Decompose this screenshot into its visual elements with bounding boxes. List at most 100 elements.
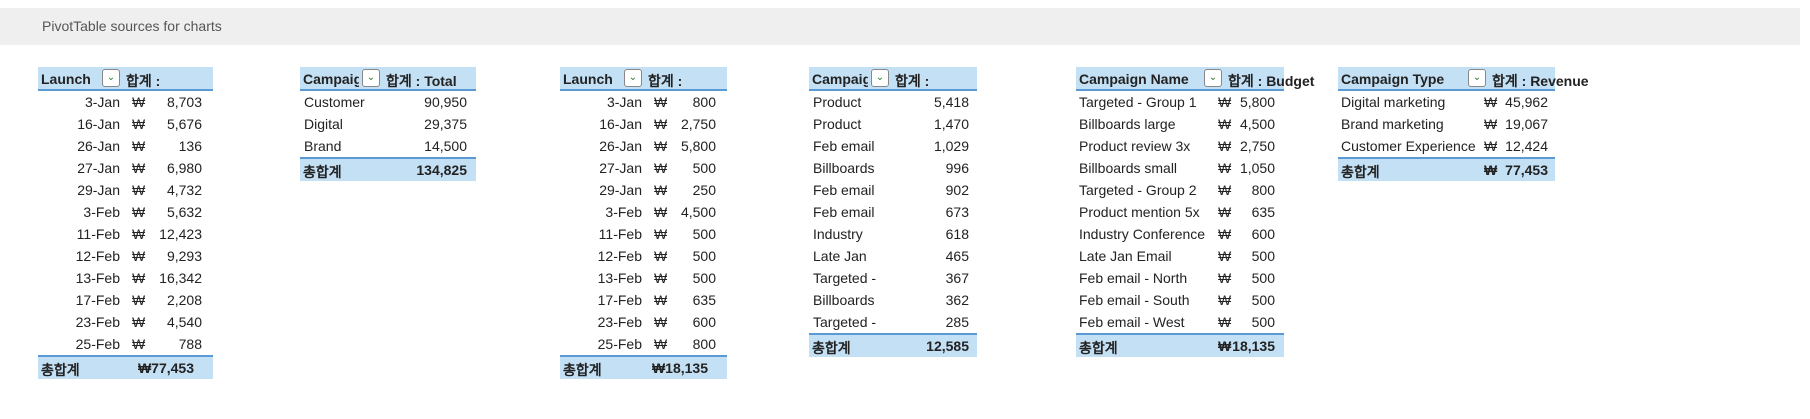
pivot-row[interactable]: Product review 3x ₩2,750 (1076, 135, 1284, 157)
pivot-row[interactable]: Product 1,470 (809, 113, 977, 135)
value-field-header: 합계 : (126, 73, 161, 89)
pivot-row[interactable]: 12-Feb ₩500 (560, 245, 727, 267)
grand-total-row[interactable]: 총합계 12,585 (809, 333, 977, 357)
pivot-row[interactable]: 25-Feb ₩800 (560, 333, 727, 355)
pivot-row[interactable]: 17-Feb ₩2,208 (38, 289, 213, 311)
row-label: 11-Feb (76, 226, 120, 242)
row-label: Product review 3x (1079, 138, 1191, 154)
pivot-row[interactable]: 26-Jan ₩5,800 (560, 135, 727, 157)
pivot-row[interactable]: Targeted - 367 (809, 267, 977, 289)
pivot-row[interactable]: Product 5,418 (809, 91, 977, 113)
row-label: Targeted - Group 2 (1079, 182, 1197, 198)
pivot-row[interactable]: 3-Feb ₩4,500 (560, 201, 727, 223)
pivot-row[interactable]: 23-Feb ₩4,540 (38, 311, 213, 333)
pivot-row[interactable]: Targeted - 285 (809, 311, 977, 333)
pivot-row[interactable]: 11-Feb ₩12,423 (38, 223, 213, 245)
row-value: 600 (1251, 226, 1275, 242)
grand-total-row[interactable]: 총합계 ₩18,135 (560, 355, 727, 379)
row-label: Targeted - (813, 270, 877, 286)
pivot-row[interactable]: 3-Jan ₩800 (560, 91, 727, 113)
row-value: 8,703 (166, 94, 202, 110)
pivot-row[interactable]: Industry 618 (809, 223, 977, 245)
currency-symbol: ₩ (1218, 226, 1232, 242)
pivot-row[interactable]: Billboards large ₩4,500 (1076, 113, 1284, 135)
value-field-header: 합계 : Budget (1228, 73, 1315, 89)
row-value: 500 (1251, 270, 1275, 286)
grand-total-row[interactable]: 총합계 134,825 (300, 157, 476, 181)
filter-dropdown-icon[interactable]: ⌄ (624, 69, 642, 87)
pivot-row[interactable]: Targeted - Group 2 ₩800 (1076, 179, 1284, 201)
pivot-header-row: Campaign Name ⌄ 합계 : Budget (1076, 67, 1314, 91)
row-value: 996 (945, 160, 969, 176)
pivot-row[interactable]: Product mention 5x ₩635 (1076, 201, 1284, 223)
pivot-row[interactable]: 27-Jan ₩6,980 (38, 157, 213, 179)
row-value: 1,029 (933, 138, 969, 154)
pivot-row[interactable]: 11-Feb ₩500 (560, 223, 727, 245)
row-value: 250 (692, 182, 716, 198)
pivot-row[interactable]: 12-Feb ₩9,293 (38, 245, 213, 267)
row-value: 1,050 (1239, 160, 1275, 176)
pivot-table: Campaign Name ⌄ 합계 : Budget Targeted - Grou… (1076, 67, 1314, 357)
pivot-row[interactable]: Late Jan Email ₩500 (1076, 245, 1284, 267)
pivot-row[interactable]: 26-Jan ₩136 (38, 135, 213, 157)
row-label: Brand (304, 138, 342, 154)
grand-total-row[interactable]: 총합계 ₩18,135 (1076, 333, 1284, 357)
pivot-row[interactable]: Brand 14,500 (300, 135, 476, 157)
pivot-row[interactable]: 23-Feb ₩600 (560, 311, 727, 333)
filter-dropdown-icon[interactable]: ⌄ (871, 69, 889, 87)
value-field-header: 합계 : Total (386, 73, 457, 89)
row-label: 17-Feb (597, 292, 642, 308)
row-value: 9,293 (166, 248, 202, 264)
pivot-row[interactable]: Digital 29,375 (300, 113, 476, 135)
pivot-row[interactable]: 13-Feb ₩16,342 (38, 267, 213, 289)
pivot-row[interactable]: Billboards 996 (809, 157, 977, 179)
pivot-row[interactable]: 25-Feb ₩788 (38, 333, 213, 355)
pivot-row[interactable]: 17-Feb ₩635 (560, 289, 727, 311)
pivot-row[interactable]: 27-Jan ₩500 (560, 157, 727, 179)
pivot-row[interactable]: Targeted - Group 1 ₩5,800 (1076, 91, 1284, 113)
pivot-header-row: Campaign Type ⌄ 합계 : Revenue (1338, 67, 1589, 91)
row-field-header[interactable]: Launch (41, 71, 91, 87)
row-label: Digital (304, 116, 343, 132)
row-field-header[interactable]: Campaig (303, 71, 359, 87)
pivot-row[interactable]: 29-Jan ₩4,732 (38, 179, 213, 201)
row-value: 16,342 (159, 270, 202, 286)
row-value: 500 (692, 248, 716, 264)
currency-symbol: ₩ (1484, 94, 1498, 110)
row-value: 4,500 (1239, 116, 1275, 132)
row-field-header[interactable]: Campaign Name (1079, 71, 1189, 87)
pivot-row[interactable]: 29-Jan ₩250 (560, 179, 727, 201)
row-value: 800 (692, 94, 716, 110)
filter-dropdown-icon[interactable]: ⌄ (362, 69, 380, 87)
pivot-row[interactable]: 3-Jan ₩8,703 (38, 91, 213, 113)
row-field-header[interactable]: Campaign Type (1341, 71, 1445, 87)
filter-dropdown-icon[interactable]: ⌄ (102, 69, 120, 87)
pivot-row[interactable]: Digital marketing ₩45,962 (1338, 91, 1555, 113)
filter-dropdown-icon[interactable]: ⌄ (1468, 69, 1486, 87)
grand-total-row[interactable]: 총합계 ₩77,453 (1338, 157, 1555, 181)
pivot-row[interactable]: 13-Feb ₩500 (560, 267, 727, 289)
pivot-row[interactable]: Late Jan 465 (809, 245, 977, 267)
pivot-row[interactable]: Feb email 1,029 (809, 135, 977, 157)
pivot-row[interactable]: Feb email - South ₩500 (1076, 289, 1284, 311)
pivot-row[interactable]: 16-Jan ₩2,750 (560, 113, 727, 135)
pivot-row[interactable]: Customer 90,950 (300, 91, 476, 113)
pivot-row[interactable]: Feb email 673 (809, 201, 977, 223)
pivot-row[interactable]: Feb email - North ₩500 (1076, 267, 1284, 289)
row-field-header[interactable]: Launch (563, 71, 613, 87)
pivot-row[interactable]: Billboards 362 (809, 289, 977, 311)
row-field-header[interactable]: Campaig (812, 71, 868, 87)
pivot-row[interactable]: Feb email - West ₩500 (1076, 311, 1284, 333)
pivot-row[interactable]: Customer Experience ₩12,424 (1338, 135, 1555, 157)
pivot-row[interactable]: Industry Conference ₩600 (1076, 223, 1284, 245)
pivot-row[interactable]: Brand marketing ₩19,067 (1338, 113, 1555, 135)
row-value: 618 (945, 226, 969, 242)
grand-total-row[interactable]: 총합계 ₩77,453 (38, 355, 213, 379)
pivot-row[interactable]: 16-Jan ₩5,676 (38, 113, 213, 135)
pivot-row[interactable]: 3-Feb ₩5,632 (38, 201, 213, 223)
currency-symbol: ₩ (654, 270, 668, 286)
filter-dropdown-icon[interactable]: ⌄ (1204, 69, 1222, 87)
pivot-row[interactable]: Billboards small ₩1,050 (1076, 157, 1284, 179)
row-label: 25-Feb (75, 336, 120, 352)
pivot-row[interactable]: Feb email 902 (809, 179, 977, 201)
